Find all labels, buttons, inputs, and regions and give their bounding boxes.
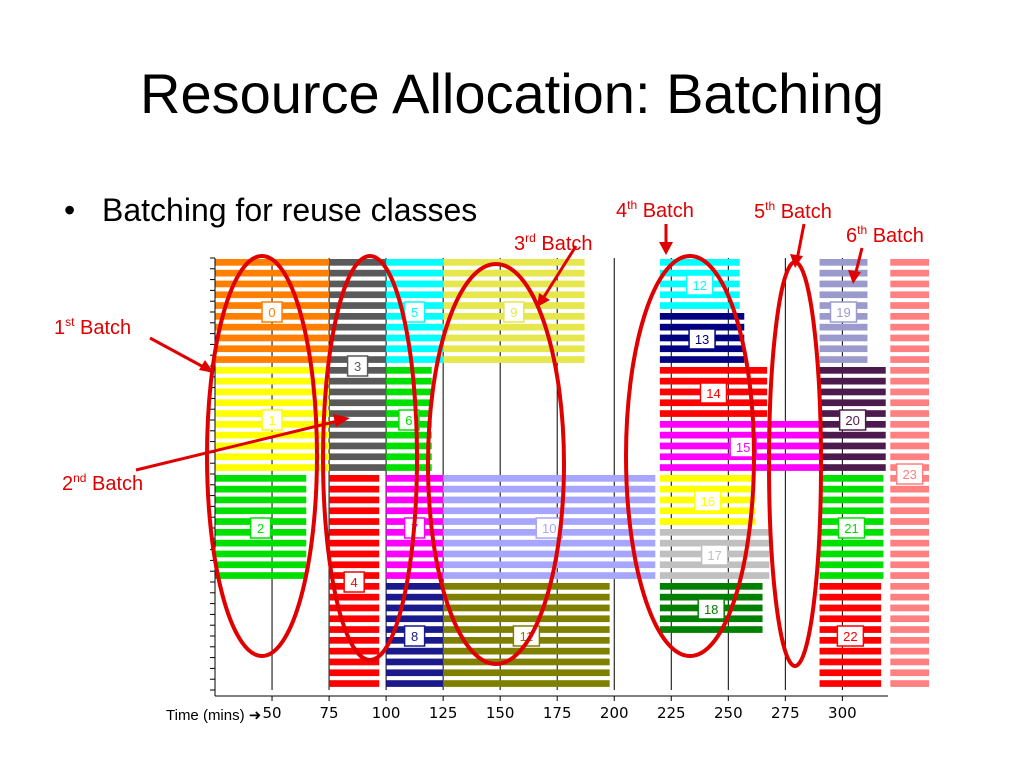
batch-overlay [135, 223, 864, 668]
batch-label-6: 6th Batch [846, 223, 924, 247]
task-4-label: 4 [351, 575, 358, 590]
task-12-label-box [686, 274, 714, 296]
task-5-label: 5 [411, 305, 418, 320]
task-9-label-box [503, 301, 525, 323]
task-1-label: 1 [268, 413, 275, 428]
task-18-label-box [697, 598, 725, 620]
x-tick-label-125: 125 [429, 704, 458, 722]
batch-1-ellipse [205, 254, 319, 658]
x-tick-label-100: 100 [372, 704, 401, 722]
batch-3-arrowhead [537, 293, 550, 307]
task-23-label-box [895, 463, 924, 485]
batch-5-arrowhead [790, 254, 803, 268]
x-axis-arrow-icon: ➜ [248, 707, 262, 724]
task-14-label: 14 [706, 386, 720, 401]
x-tick-label-200: 200 [600, 704, 629, 722]
batch-label-2: 2nd Batch [62, 471, 144, 495]
x-tick-label-225: 225 [657, 704, 686, 722]
bullet-dot: • [64, 192, 76, 228]
x-tick-label-250: 250 [714, 704, 743, 722]
batch-4-arrowhead [659, 242, 673, 255]
x-tick-label-300: 300 [828, 704, 857, 722]
task-6-label-box [398, 409, 420, 431]
task-5-label-box [403, 301, 426, 323]
batch-5-ellipse [767, 260, 823, 668]
batch-3-ellipse [426, 262, 566, 666]
batch-3-arrow [540, 245, 578, 301]
bullet-item: • Batching for reuse classes [64, 190, 477, 230]
task-8-label-box [403, 625, 426, 647]
batch-label-3: 3rd Batch [514, 231, 593, 255]
task-4-bar [329, 475, 380, 687]
task-21-label: 21 [844, 521, 858, 536]
batch-2-ellipse [321, 254, 419, 662]
task-4-label-box [343, 571, 365, 593]
task-19-label-box [829, 301, 858, 323]
task-1-label-box [261, 409, 283, 431]
slide-title: Resource Allocation: Batching [140, 62, 884, 125]
task-15-label: 15 [736, 440, 750, 455]
grid-layer [271, 258, 843, 690]
x-tick-label-50: 50 [262, 704, 281, 722]
batch-1-arrowhead [199, 360, 214, 373]
task-21-label-box [837, 517, 866, 539]
batch-6-arrowhead [848, 270, 861, 284]
task-8-label: 8 [411, 629, 418, 644]
task-0-label: 0 [268, 305, 275, 320]
task-6-label: 6 [405, 413, 412, 428]
batch-label-1: 1st Batch [54, 315, 132, 339]
task-9-label: 9 [510, 305, 517, 320]
task-22-label-box [836, 625, 865, 647]
task-16-label: 16 [701, 494, 715, 509]
task-23-label: 23 [902, 467, 916, 482]
batch-2-arrowhead [333, 414, 350, 427]
x-tick-label-75: 75 [320, 704, 339, 722]
batch-label-4: 4th Batch [616, 198, 694, 222]
batch-4-ellipse [624, 254, 756, 658]
x-tick-label-175: 175 [543, 704, 572, 722]
task-13-label-box [688, 328, 716, 350]
task-2-label-box [249, 517, 272, 539]
task-12-label: 12 [693, 278, 707, 293]
task-15-label-box [729, 436, 757, 458]
task-20-label-box [838, 409, 867, 431]
task-20-label: 20 [845, 413, 859, 428]
task-2-label: 2 [257, 521, 264, 536]
task-3-label: 3 [354, 359, 361, 374]
task-14-label-box [699, 382, 728, 404]
task-13-label: 13 [695, 332, 709, 347]
task-3-label-box [346, 355, 369, 377]
task-17-label-box [700, 544, 729, 566]
task-22-label: 22 [843, 629, 857, 644]
batch-1-arrow [149, 336, 210, 372]
batch-label-5: 5th Batch [754, 199, 832, 223]
x-tick-label-275: 275 [771, 704, 800, 722]
task-19-label: 19 [836, 305, 850, 320]
x-tick-label-150: 150 [486, 704, 515, 722]
task-10-label: 10 [542, 521, 556, 536]
task-16-label-box [694, 490, 722, 512]
batch-2-arrow [135, 418, 343, 472]
task-0-label-box [261, 301, 283, 323]
batch-5-arrow [795, 223, 806, 261]
x-axis-title: Time (mins) ➜ [166, 707, 262, 724]
task-18-label: 18 [704, 602, 718, 617]
bullet-text: Batching for reuse classes [102, 192, 478, 228]
task-17-label: 17 [707, 548, 721, 563]
